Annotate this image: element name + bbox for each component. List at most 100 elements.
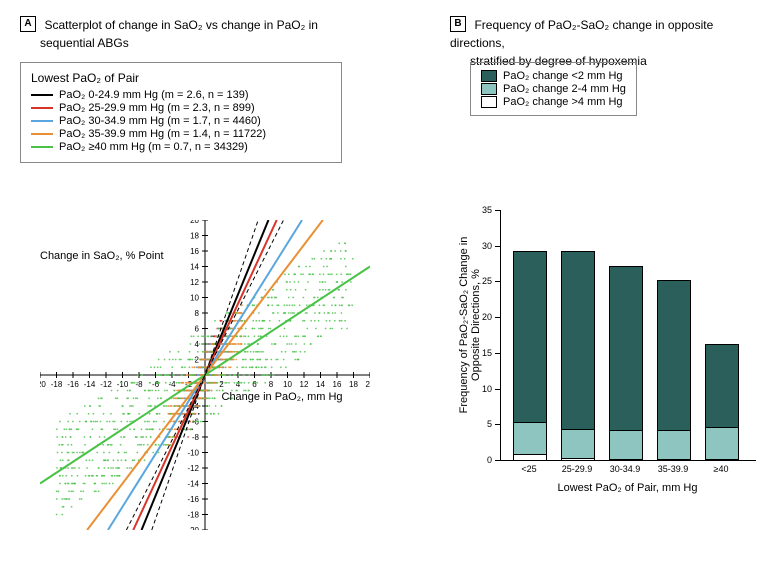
bar-segment — [609, 459, 643, 460]
bar-ytick-mark — [495, 389, 500, 390]
svg-text:-4: -4 — [168, 380, 176, 389]
svg-text:-8: -8 — [135, 380, 143, 389]
legend-b-item: PaO₂ change >4 mm Hg — [481, 96, 626, 108]
panel-a-legend: Lowest PaO₂ of Pair PaO₂ 0-24.9 mm Hg (m… — [20, 62, 342, 163]
legend-a-item: PaO₂ 25-29.9 mm Hg (m = 2.3, n = 899) — [31, 102, 331, 114]
bar-ytick-mark — [495, 210, 500, 211]
svg-text:-10: -10 — [187, 449, 199, 458]
legend-label: PaO₂ 25-29.9 mm Hg (m = 2.3, n = 899) — [59, 102, 255, 114]
bar-ytick: 0 — [472, 455, 492, 465]
svg-text:18: 18 — [349, 380, 358, 389]
svg-text:12: 12 — [190, 278, 199, 287]
bar-segment — [513, 422, 547, 454]
legend-swatch — [31, 146, 53, 148]
bar-stack — [609, 266, 643, 460]
panel-a-letter: A — [20, 16, 36, 32]
svg-text:-8: -8 — [192, 433, 200, 442]
legend-swatch — [31, 107, 53, 109]
panel-a-title1: Scatterplot of change in SaO₂ vs change … — [44, 18, 317, 32]
svg-text:20: 20 — [190, 220, 199, 225]
bar-stack — [657, 280, 691, 460]
scatter-ylabel: Change in SaO₂, % Point — [40, 250, 164, 262]
svg-text:-16: -16 — [187, 495, 199, 504]
legend-b-item: PaO₂ change <2 mm Hg — [481, 70, 626, 82]
bar-ytick-mark — [495, 460, 500, 461]
svg-text:2: 2 — [219, 380, 224, 389]
legend-swatch — [481, 96, 497, 108]
svg-text:16: 16 — [333, 380, 342, 389]
svg-text:16: 16 — [190, 247, 199, 256]
legend-a-item: PaO₂ 0-24.9 mm Hg (m = 2.6, n = 139) — [31, 89, 331, 101]
bar-xtick: 35-39.9 — [650, 464, 696, 474]
svg-text:12: 12 — [300, 380, 309, 389]
bar-segment — [705, 427, 739, 459]
legend-label: PaO₂ ≥40 mm Hg (m = 0.7, n = 34329) — [59, 141, 248, 153]
svg-text:4: 4 — [236, 380, 241, 389]
bar-stack — [561, 251, 595, 460]
bar-stack — [513, 251, 547, 460]
legend-swatch — [481, 83, 497, 95]
bar-xtick: 25-29.9 — [554, 464, 600, 474]
svg-text:10: 10 — [283, 380, 292, 389]
svg-text:-18: -18 — [51, 380, 63, 389]
svg-text:-12: -12 — [187, 464, 199, 473]
legend-swatch — [31, 120, 53, 122]
panel-a-legend-title: Lowest PaO₂ of Pair — [31, 71, 331, 85]
bar-xtick: ≥40 — [698, 464, 744, 474]
legend-a-item: PaO₂ ≥40 mm Hg (m = 0.7, n = 34329) — [31, 141, 331, 153]
svg-text:10: 10 — [190, 294, 199, 303]
bar-segment — [513, 251, 547, 422]
bar-stack — [705, 344, 739, 460]
panel-b-legend: PaO₂ change <2 mm HgPaO₂ change 2-4 mm H… — [470, 62, 637, 116]
svg-text:-18: -18 — [187, 511, 199, 520]
bar-xlabels: <2525-29.930-34.935-39.9≥40 — [500, 464, 755, 480]
bar-segment — [657, 280, 691, 430]
bar-chart — [500, 210, 756, 461]
panel-b-title1: Frequency of PaO₂-SaO₂ change in opposit… — [450, 18, 713, 50]
panel-a-title2: sequential ABGs — [40, 36, 129, 50]
svg-text:8: 8 — [195, 309, 200, 318]
panel-a-header: A Scatterplot of change in SaO₂ vs chang… — [20, 16, 400, 52]
bar-ylabel: Frequency of PaO₂-SaO₂ Change in Opposit… — [458, 200, 482, 450]
bar-segment — [705, 459, 739, 460]
legend-label: PaO₂ 35-39.9 mm Hg (m = 1.4, n = 11722) — [59, 128, 266, 140]
svg-text:-20: -20 — [40, 380, 46, 389]
legend-label: PaO₂ 0-24.9 mm Hg (m = 2.6, n = 139) — [59, 89, 249, 101]
scatterplot: -20-18-16-14-12-10-8-6-4-224681012141618… — [40, 220, 370, 530]
svg-text:6: 6 — [195, 325, 200, 334]
bar-segment — [705, 344, 739, 426]
svg-text:6: 6 — [252, 380, 257, 389]
bar-segment — [657, 430, 691, 459]
bar-ytick-mark — [495, 424, 500, 425]
bar-segment — [609, 266, 643, 430]
legend-swatch — [481, 70, 497, 82]
bar-segment — [513, 454, 547, 460]
bar-xlabel: Lowest PaO₂ of Pair, mm Hg — [500, 482, 755, 494]
panel-b-letter: B — [450, 16, 466, 32]
scatter-xlabel: Change in PaO₂, mm Hg — [222, 391, 343, 403]
svg-text:-6: -6 — [152, 380, 160, 389]
svg-text:-20: -20 — [187, 526, 199, 530]
svg-text:14: 14 — [316, 380, 325, 389]
svg-text:18: 18 — [190, 232, 199, 241]
bar-ytick-mark — [495, 246, 500, 247]
bar-ytick-mark — [495, 353, 500, 354]
bar-segment — [561, 429, 595, 458]
bar-segment — [561, 251, 595, 430]
legend-swatch — [31, 94, 53, 96]
svg-text:-16: -16 — [67, 380, 79, 389]
legend-swatch — [31, 133, 53, 135]
svg-text:14: 14 — [190, 263, 199, 272]
bar-segment — [609, 430, 643, 459]
legend-label: PaO₂ 30-34.9 mm Hg (m = 1.7, n = 4460) — [59, 115, 261, 127]
legend-label: PaO₂ change <2 mm Hg — [503, 70, 623, 82]
svg-text:8: 8 — [269, 380, 274, 389]
bar-xtick: <25 — [506, 464, 552, 474]
legend-a-item: PaO₂ 30-34.9 mm Hg (m = 1.7, n = 4460) — [31, 115, 331, 127]
svg-text:-10: -10 — [117, 380, 129, 389]
bar-ytick-mark — [495, 317, 500, 318]
svg-text:20: 20 — [366, 380, 370, 389]
svg-text:-12: -12 — [100, 380, 112, 389]
legend-label: PaO₂ change 2-4 mm Hg — [503, 83, 626, 95]
legend-a-item: PaO₂ 35-39.9 mm Hg (m = 1.4, n = 11722) — [31, 128, 331, 140]
